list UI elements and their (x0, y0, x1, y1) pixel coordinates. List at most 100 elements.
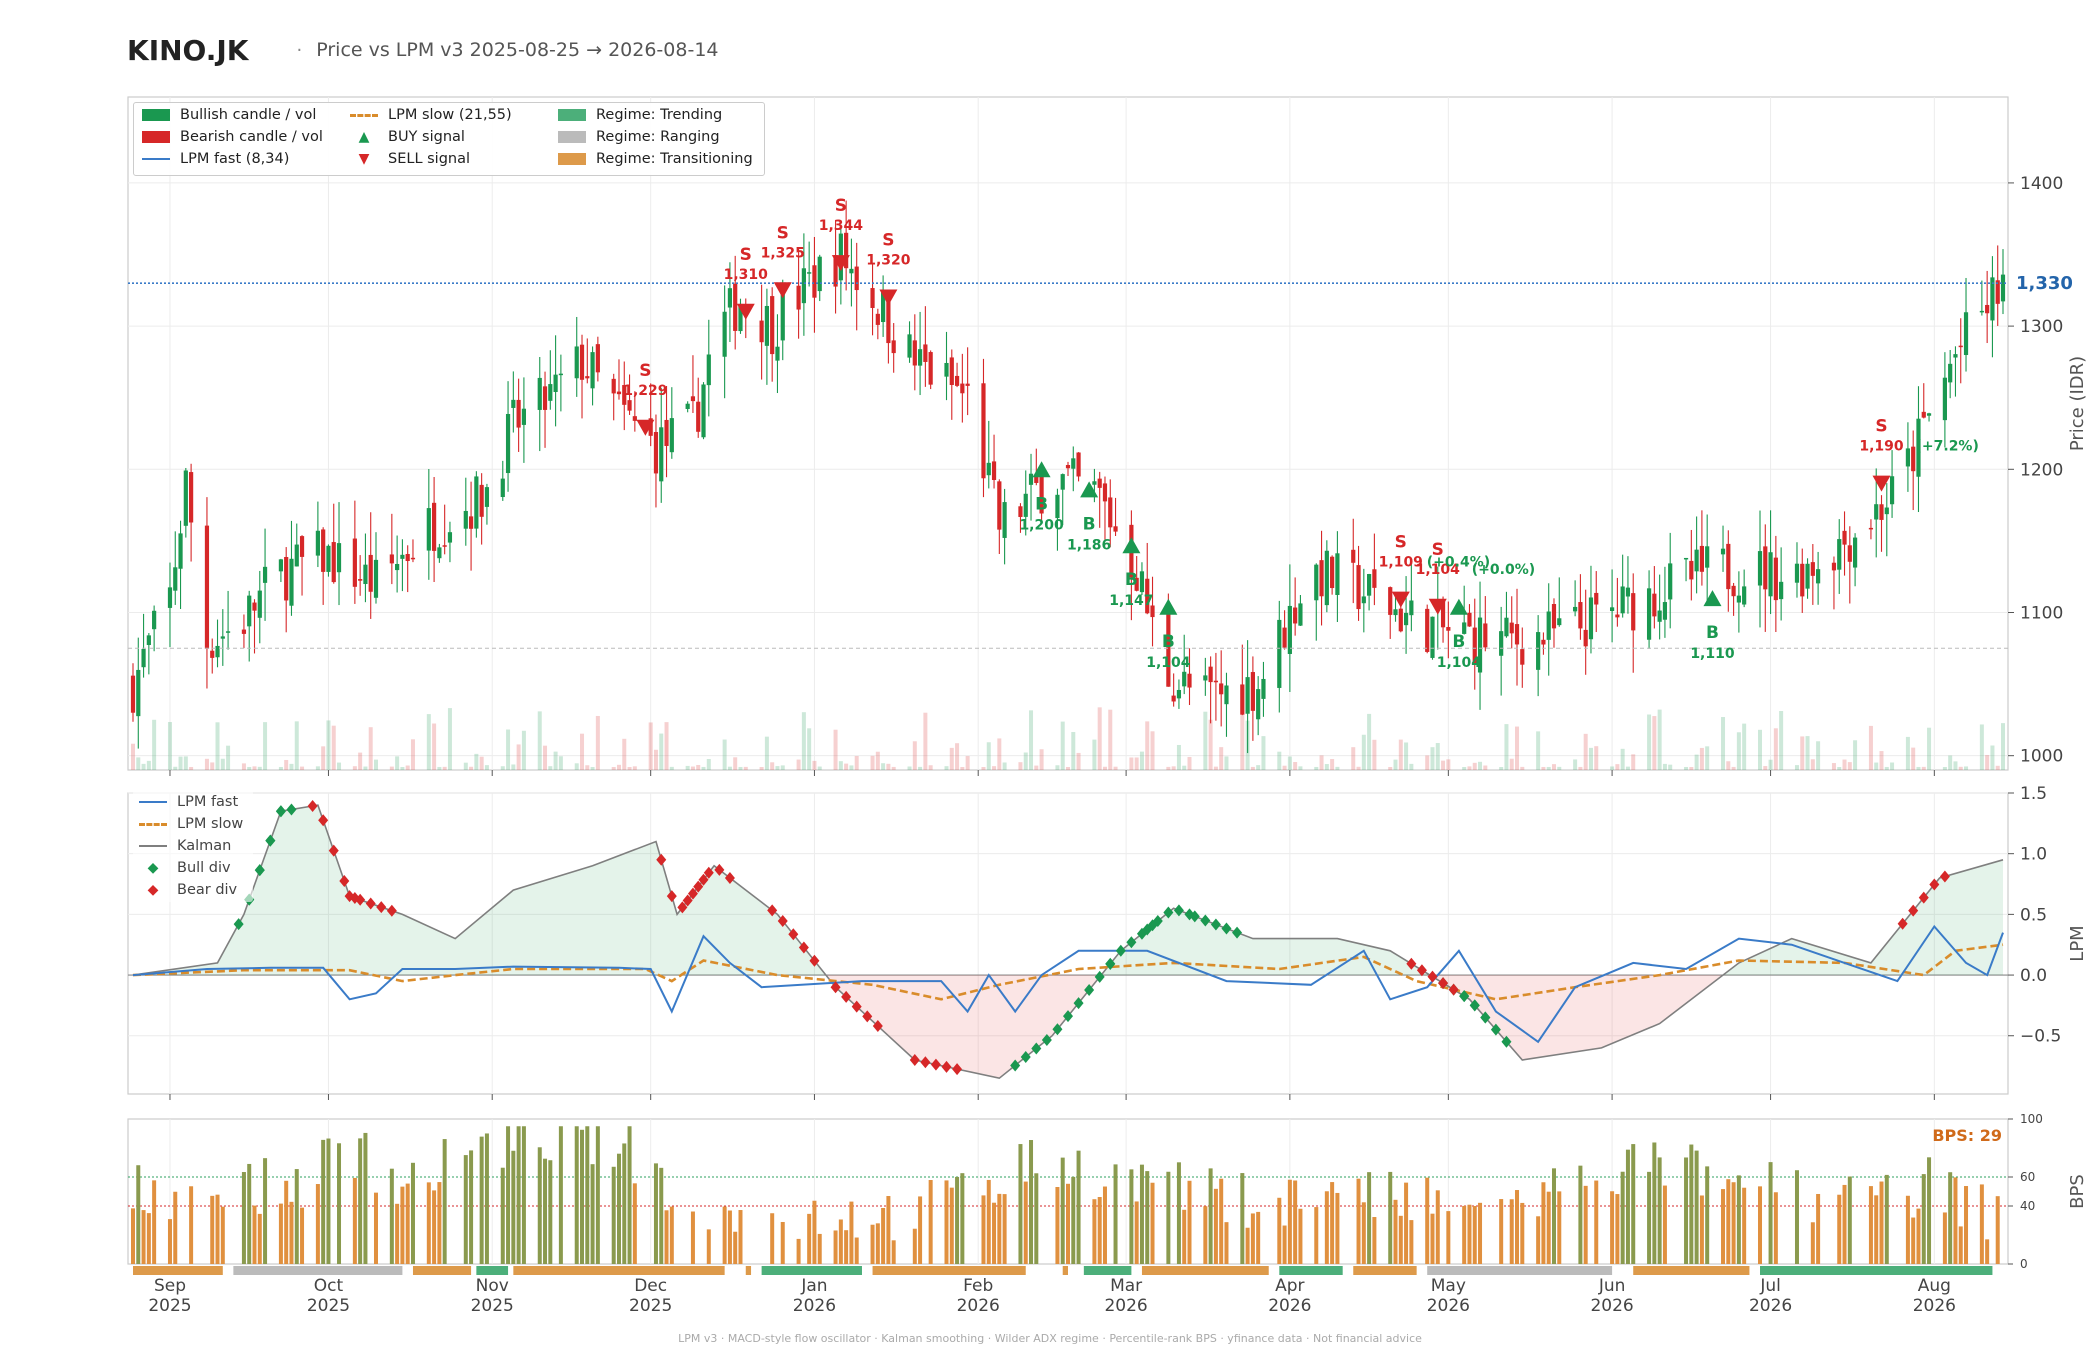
bull-div-marker (233, 918, 244, 931)
volume-bar (1668, 764, 1673, 770)
bear-div-marker (687, 887, 698, 900)
candle-body (1948, 363, 1953, 383)
volume-bar (981, 766, 986, 770)
legend-item: Bearish candle / vol (142, 129, 323, 145)
candle-body (1768, 552, 1773, 597)
candle-body (1916, 418, 1921, 477)
volume-bar (1847, 762, 1852, 770)
candle-body (1837, 539, 1842, 570)
candle-body (167, 587, 173, 608)
candle-body (215, 645, 220, 658)
bear-div-marker (1897, 917, 1908, 930)
volume-bar (1831, 763, 1836, 770)
candle-body (1102, 483, 1108, 502)
volume-bar (595, 715, 600, 770)
candle-body (807, 272, 812, 274)
candle-body (442, 545, 447, 547)
volume-bar (548, 766, 553, 770)
volume-bar (500, 766, 505, 770)
bear-div-marker (930, 1058, 941, 1071)
bps-bar (1092, 1199, 1097, 1264)
bps-bar (1742, 1187, 1747, 1264)
legend-label: Bullish candle / vol (180, 107, 317, 123)
volume-bar (907, 766, 912, 770)
legend-item: ◆ Bear div (139, 882, 238, 898)
candle-body (1594, 592, 1599, 605)
buy-signal-marker (1080, 481, 1099, 498)
candle-body (548, 384, 553, 401)
lpm-ytick-label: 0.0 (2020, 966, 2047, 986)
candle-body (1726, 543, 1731, 590)
bps-bar (1615, 1194, 1620, 1264)
regime-segment (1353, 1266, 1417, 1275)
candle-body (801, 268, 806, 304)
bps-bar (1953, 1177, 1958, 1264)
bps-bar (426, 1182, 431, 1264)
buy-signal-price: 1,104 (1437, 655, 1482, 671)
bps-bar (516, 1126, 521, 1264)
buy-signal-price: 1,200 (1019, 517, 1064, 533)
candle-body (585, 376, 590, 379)
volume-bar (992, 766, 997, 770)
legend-label: Bear div (177, 882, 238, 898)
bps-bar (1964, 1186, 1969, 1264)
bull-div-marker (254, 864, 265, 877)
candle-body (944, 362, 949, 377)
price-axis-label: Price (IDR) (2067, 356, 2088, 451)
volume-bar (1018, 762, 1023, 770)
volume-bar (1150, 731, 1155, 770)
bps-bar (337, 1143, 342, 1264)
sell-signal-marker (1391, 591, 1410, 608)
bps-bar (141, 1210, 146, 1264)
candle-body (997, 481, 1002, 530)
volume-bar (389, 766, 394, 770)
volume-bar (585, 765, 590, 770)
candle-body (1166, 613, 1171, 687)
bull-div-marker (1010, 1059, 1021, 1072)
volume-bar (844, 763, 849, 770)
kalman-negative-fill (133, 975, 1724, 1079)
candle-body (648, 418, 653, 436)
bps-bar (1330, 1182, 1335, 1264)
bps-bar (738, 1210, 743, 1264)
volume-bar (173, 766, 178, 770)
candle-body (907, 334, 912, 358)
legend-line-swatch (142, 158, 170, 160)
sell-signal-letter: S (1395, 533, 1407, 553)
candle-body (812, 265, 817, 298)
volume-bar (622, 738, 627, 770)
candle-body (722, 311, 727, 357)
volume-bar (437, 766, 442, 770)
bps-axis-label: BPS (2067, 1174, 2088, 1209)
candle-body (299, 536, 305, 557)
volume-bar (1187, 756, 1192, 770)
price-panel-frame (127, 96, 2009, 771)
candle-body (1625, 587, 1631, 597)
bps-bar (463, 1155, 468, 1264)
candle-body (870, 288, 875, 308)
bps-bar (1520, 1202, 1525, 1264)
bps-bar (1631, 1144, 1636, 1264)
bull-div-marker (1459, 990, 1470, 1003)
volume-bar (580, 733, 585, 770)
bps-bar (363, 1132, 368, 1264)
legend-swatch (558, 131, 586, 143)
volume-bar (1351, 747, 1356, 770)
candle-body (1683, 557, 1689, 560)
volume-bar (463, 762, 468, 770)
x-tick-year: 2026 (793, 1296, 836, 1316)
bps-bar (1578, 1165, 1583, 1264)
bps-bar (1182, 1209, 1187, 1264)
volume-bar (1509, 758, 1514, 770)
bull-div-marker (1052, 1023, 1063, 1036)
sell-signal-pnl: (+0.0%) (1472, 562, 1535, 578)
bear-div-marker (339, 874, 350, 887)
bear-div-marker (714, 863, 725, 876)
candle-body (1668, 563, 1673, 600)
bps-bar (1921, 1174, 1926, 1264)
bps-bar (1721, 1189, 1726, 1264)
legend-swatch (558, 109, 586, 121)
candle-body (1689, 560, 1694, 580)
bps-bar (706, 1229, 711, 1264)
volume-bar (1905, 736, 1910, 770)
